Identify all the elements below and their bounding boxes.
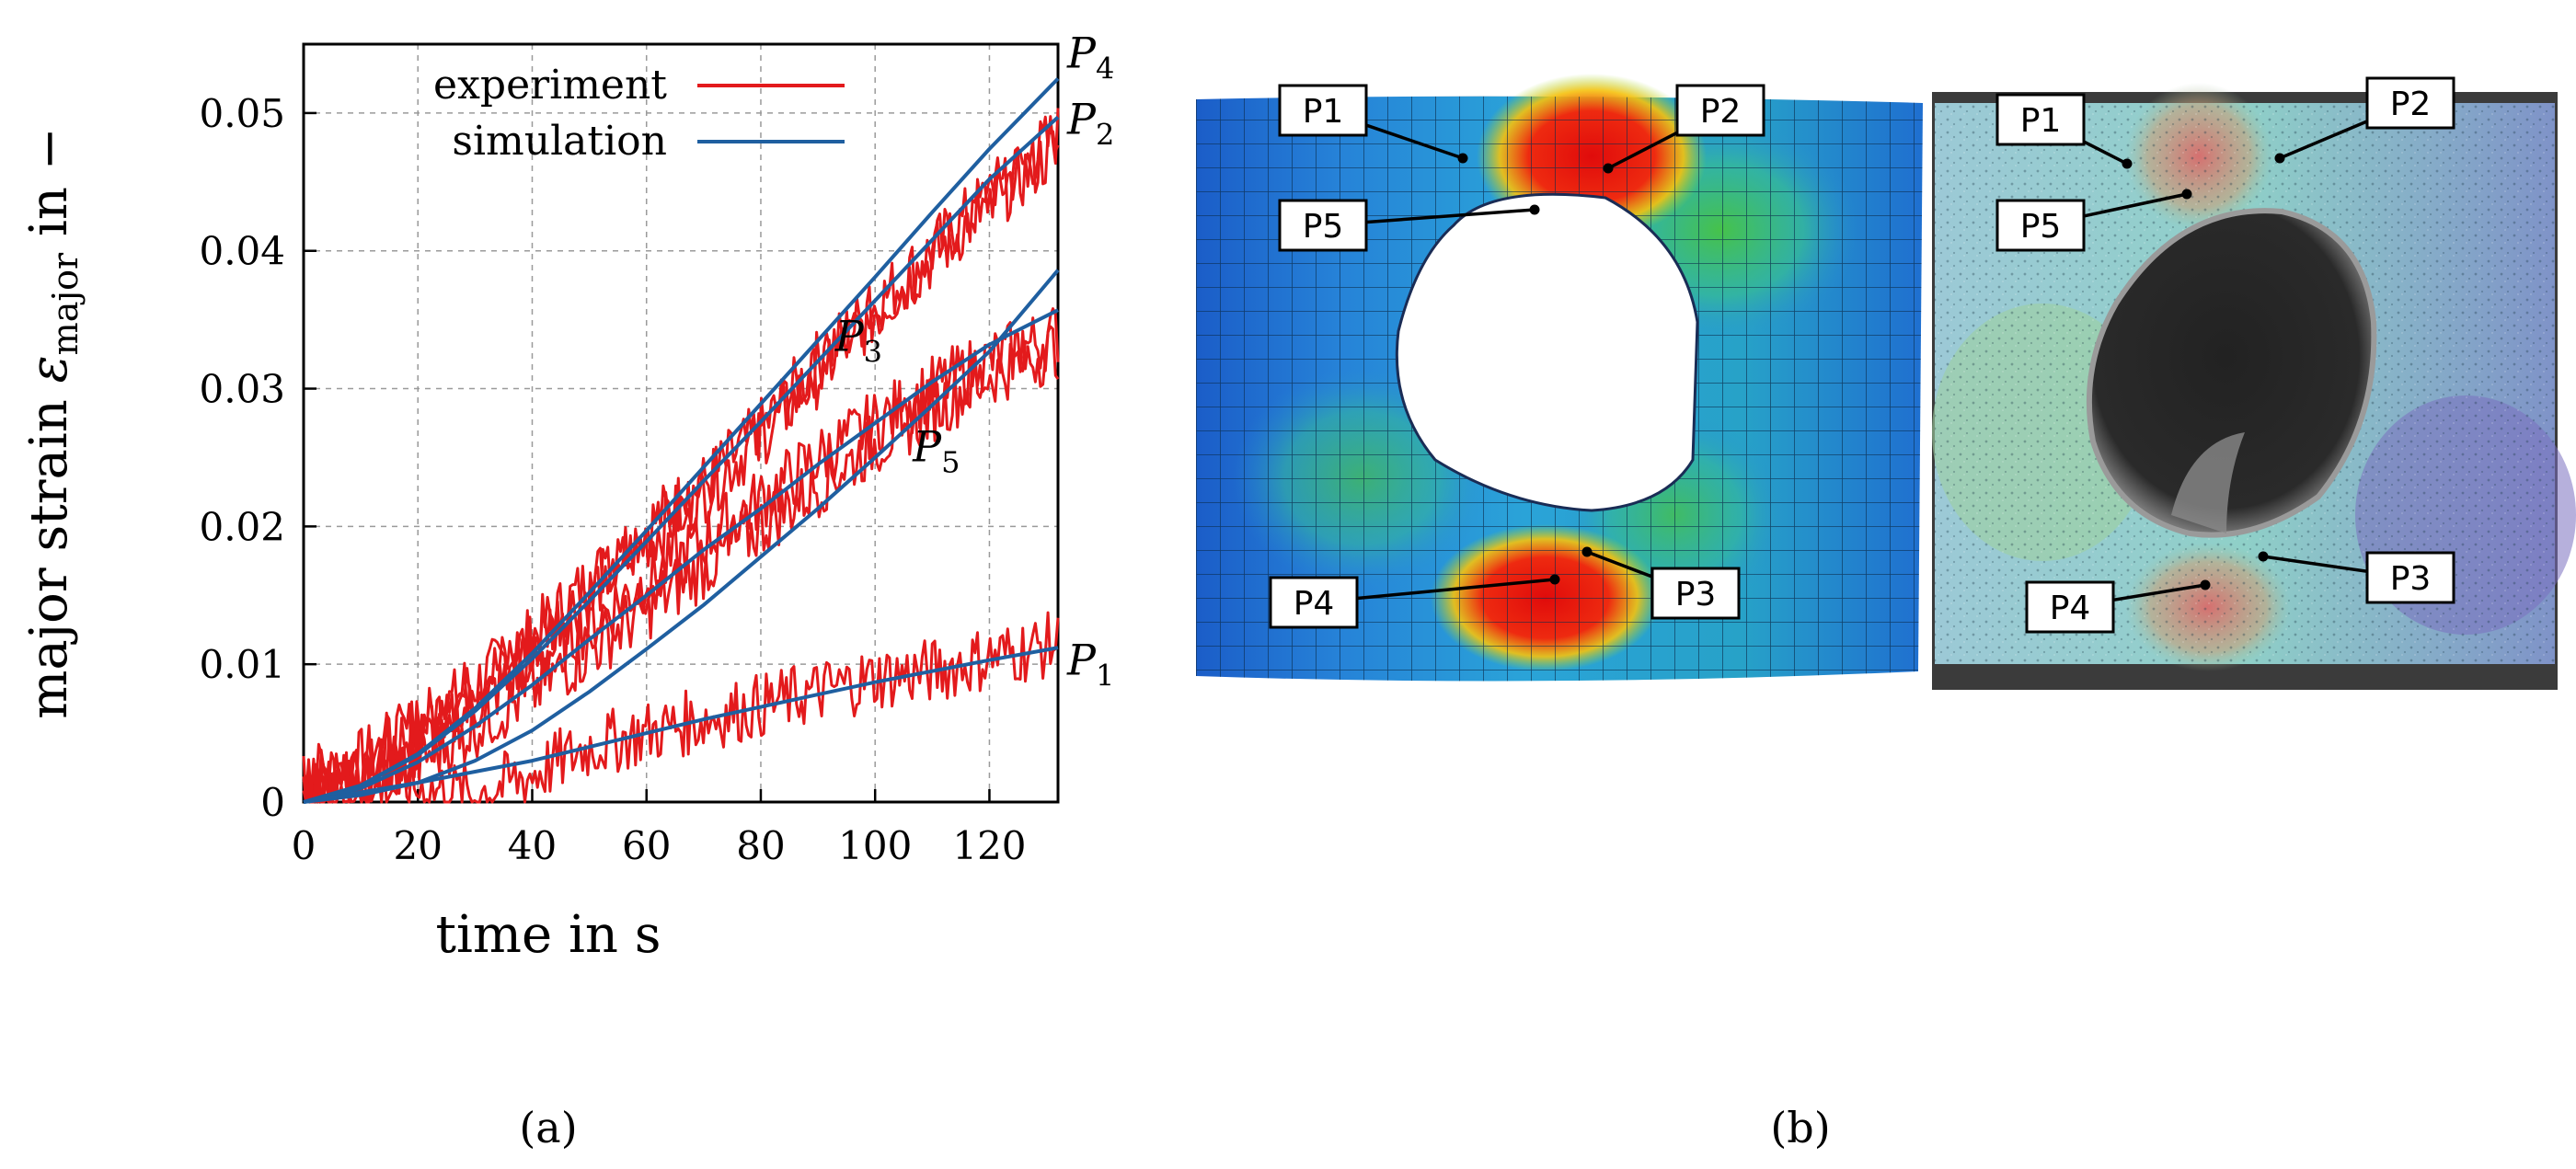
callout-point xyxy=(2181,189,2192,200)
callout-point xyxy=(1549,574,1560,585)
y-axis-label-suffix: in − xyxy=(19,127,79,253)
callout-point xyxy=(1581,546,1593,557)
callout-point xyxy=(1603,163,1614,174)
callout-label: P5 xyxy=(1303,208,1344,246)
simulation-contour-image xyxy=(1196,74,1923,682)
callout-point xyxy=(1457,153,1468,164)
series-simulation-P3 xyxy=(303,308,1059,804)
callout-label: P3 xyxy=(2390,560,2432,598)
callout-box xyxy=(1278,199,1368,252)
exp-hole xyxy=(2086,208,2377,538)
exp-callout-P5: P5 xyxy=(1995,189,2192,252)
callout-label: P2 xyxy=(1700,93,1742,131)
annotation-P5: P5 xyxy=(912,421,960,479)
series-experiment-P2 xyxy=(302,130,1060,804)
callout-box xyxy=(1278,84,1368,137)
callout-box xyxy=(1675,84,1765,137)
y-tick-label: 0.02 xyxy=(199,504,285,549)
x-tick-label: 100 xyxy=(838,823,912,868)
callout-point xyxy=(2200,579,2211,590)
series-simulation-P4 xyxy=(303,77,1060,804)
x-tick-label: 20 xyxy=(394,823,443,868)
series-experiment-P5 xyxy=(302,325,1060,804)
series-experiment-P3 xyxy=(302,307,1060,804)
legend: experiment simulation xyxy=(433,62,845,165)
y-axis-label-subscript: major xyxy=(45,252,86,355)
series-simulation-P2 xyxy=(303,115,1060,804)
y-tick-label: 0.01 xyxy=(199,642,285,687)
y-tick-label: 0.04 xyxy=(199,229,285,274)
legend-label-experiment: experiment xyxy=(433,62,667,109)
callout-label: P1 xyxy=(1303,93,1344,131)
x-tick-label: 60 xyxy=(622,823,671,868)
callout-label: P2 xyxy=(2390,86,2432,123)
annotations: P4 P2 P3 P5 P1 xyxy=(834,28,1115,693)
exp-hole-shading xyxy=(2171,432,2245,533)
callout-point xyxy=(1529,204,1540,215)
strain-time-chart: 0 20 40 60 80 100 120 0 0.01 0.02 0.03 0.04 0.05 P4… xyxy=(19,28,1114,965)
callout-box xyxy=(1995,93,2086,146)
caption-a: (a) xyxy=(519,1103,577,1152)
callout-box xyxy=(1650,567,1741,620)
plot-frame xyxy=(302,42,1060,804)
x-tick-label: 0 xyxy=(292,823,316,868)
callout-box xyxy=(1269,576,1359,629)
callout-label: P1 xyxy=(2020,102,2062,140)
sim-callout-P2: P2 xyxy=(1603,84,1765,174)
y-axis: 0 0.01 0.02 0.03 0.04 0.05 xyxy=(199,91,316,825)
point-callouts: P1 P2 P5 P4 P3 P1 P2 P5 P4 P3 xyxy=(1269,76,2455,634)
y-axis-label-symbol: ε xyxy=(19,355,79,383)
series-layer xyxy=(302,77,1060,804)
annotation-P1: P1 xyxy=(1066,636,1114,693)
series-simulation-P1 xyxy=(303,646,1059,804)
sim-hole xyxy=(1395,192,1699,512)
y-tick-label: 0.03 xyxy=(199,367,285,412)
annotation-P2: P2 xyxy=(1066,94,1114,152)
x-tick-label: 40 xyxy=(508,823,557,868)
exp-callout-P4: P4 xyxy=(2025,579,2211,634)
x-tick-label: 80 xyxy=(736,823,785,868)
y-tick-label: 0 xyxy=(260,780,285,825)
series-experiment-P1 xyxy=(302,611,1060,804)
callout-box xyxy=(1995,199,2086,252)
exp-callout-P3: P3 xyxy=(2258,551,2455,604)
callout-box xyxy=(2025,580,2115,634)
callout-point xyxy=(2274,153,2285,164)
annotation-P3: P3 xyxy=(834,312,882,370)
callout-box xyxy=(2365,551,2455,604)
legend-label-simulation: simulation xyxy=(452,118,667,165)
callout-box xyxy=(2365,76,2455,130)
callout-label: P4 xyxy=(1294,585,1335,623)
sim-callout-P4: P4 xyxy=(1269,574,1560,629)
y-tick-label: 0.05 xyxy=(199,91,285,136)
y-axis-label: major strain εmajor in − xyxy=(19,127,86,718)
callout-label: P4 xyxy=(2050,590,2091,627)
y-axis-label-prefix: major strain xyxy=(19,383,79,718)
caption-b: (b) xyxy=(1770,1103,1830,1152)
exp-callout-P1: P1 xyxy=(1995,93,2133,169)
callout-point xyxy=(2122,158,2133,169)
exp-callout-P2: P2 xyxy=(2274,76,2455,164)
x-axis-label: time in s xyxy=(436,905,661,965)
sim-callout-P3: P3 xyxy=(1581,546,1741,620)
sim-callout-P5: P5 xyxy=(1278,199,1540,252)
sim-callout-P1: P1 xyxy=(1278,84,1468,164)
x-tick-label: 120 xyxy=(952,823,1026,868)
callout-label: P5 xyxy=(2020,208,2062,246)
annotation-P4: P4 xyxy=(1066,28,1114,86)
callout-label: P3 xyxy=(1675,576,1717,613)
x-axis: 0 20 40 60 80 100 120 xyxy=(292,789,1027,868)
callout-point xyxy=(2258,551,2269,562)
grid-lines xyxy=(304,44,1058,802)
